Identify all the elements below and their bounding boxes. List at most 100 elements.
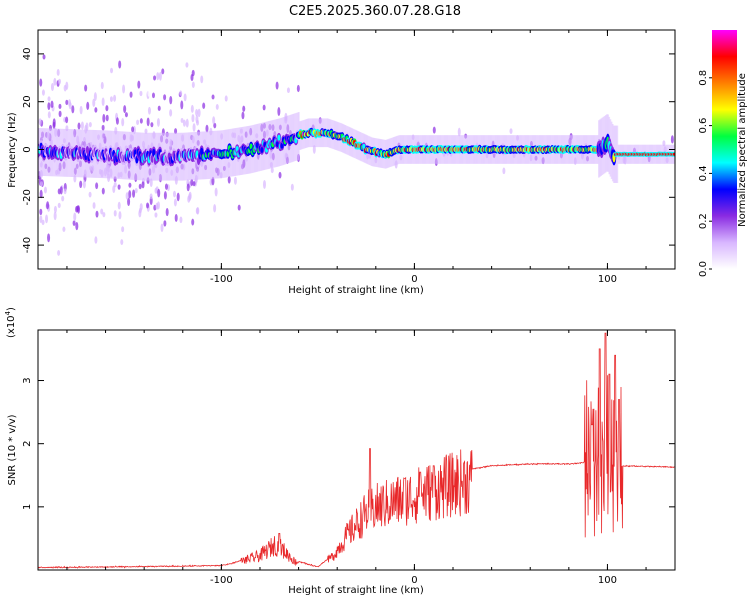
spectrogram-noise-cell	[161, 68, 165, 75]
spectrogram-noise-cell	[185, 62, 189, 68]
colorbar-tick-label: 0.6	[698, 118, 709, 134]
spectrogram-noise-cell	[47, 102, 51, 110]
spectrogram-noise-cell	[128, 190, 132, 199]
spectrogram-noise-cell	[165, 208, 169, 217]
spectrogram-noise-cell	[278, 171, 282, 179]
snr-ticks: -100 0 100 1 2 3	[22, 330, 675, 586]
spectrogram-noise-cell	[156, 72, 160, 81]
spectrogram-noise-cell	[457, 127, 461, 137]
spectrogram-noise-cell	[39, 208, 43, 216]
spectrogram-noise-cell	[113, 210, 117, 217]
spectrogram-noise-cell	[118, 211, 122, 220]
spectrogram-noise-cell	[153, 75, 157, 81]
snr-ylabel: SNR (10 * v/v)	[7, 414, 18, 485]
spectrogram-noise-cell	[176, 192, 180, 202]
spectrogram-noise-cell	[160, 223, 164, 233]
snr-frame	[37, 329, 676, 571]
colorbar-tick-label: 0.2	[698, 213, 709, 229]
spectrogram-noise-cell	[157, 188, 161, 198]
spectrogram-noise-cell	[47, 233, 51, 243]
spectrogram-noise-cell	[39, 215, 43, 223]
spectrogram-noise-cell	[195, 207, 199, 215]
spectrogram-noise-cell	[224, 95, 228, 102]
spectrogram-noise-cell	[101, 187, 105, 195]
spectrogram-noise-cell	[136, 119, 140, 126]
spectrogram-noise-cell	[71, 105, 75, 114]
spectrogram-noise-cell	[73, 212, 77, 222]
spectrogram-noise-cell	[105, 114, 109, 122]
spectrogram-noise-cell	[113, 181, 117, 188]
spectrogram-noise-cell	[52, 60, 56, 68]
spectrogram-noise-cell	[117, 184, 121, 190]
spectrogram-noise-cell	[169, 95, 173, 105]
spectrogram-noise-cell	[82, 180, 86, 189]
spectrogram-noise-cell	[195, 108, 199, 117]
spectrogram-noise-cell	[180, 117, 184, 124]
spectrogram-noise-cell	[102, 211, 106, 218]
spectrogram-noise-cell	[124, 112, 128, 118]
spectrogram-noise-cell	[137, 80, 141, 89]
spectrogram-noise-cell	[41, 89, 45, 96]
spectrogram-noise-cell	[39, 189, 43, 199]
spectrogram-signal-cell	[277, 134, 281, 141]
snr-scale-suffix: )	[6, 307, 17, 311]
snr-xtick-label: 100	[598, 575, 617, 586]
snr-plot-area	[38, 330, 675, 570]
spectrogram-noise-cell	[242, 105, 246, 112]
spectrogram-noise-cell	[43, 186, 47, 194]
spectrogram-noise-cell	[47, 111, 51, 119]
spectrogram-noise-cell	[169, 109, 173, 117]
spectrogram-noise-cell	[50, 100, 54, 109]
spectrogram-noise-cell	[152, 197, 156, 204]
spectrogram-noise-cell	[191, 218, 195, 226]
spectrogram-noise-cell	[141, 181, 145, 189]
snr-xlabel: Height of straight line (km)	[288, 585, 424, 596]
spectrogram-noise-cell	[77, 205, 81, 214]
snr-scale-exp: 4	[4, 310, 12, 315]
spectrogram-noise-cell	[131, 126, 135, 133]
spectrogram-noise-cell	[112, 185, 116, 193]
spectrogram-noise-cell	[88, 191, 92, 198]
spectrogram-noise-cell	[147, 106, 151, 115]
chart-title: C2E5.2025.360.07.28.G18	[289, 4, 461, 19]
spectrogram-noise-cell	[50, 82, 54, 92]
spectrogram-noise-cell	[65, 116, 69, 124]
spectrogram-noise-cell	[179, 90, 183, 96]
spectrogram-noise-cell	[270, 167, 274, 174]
spectrogram-noise-cell	[197, 108, 201, 118]
snr-xtick-label: -100	[210, 575, 233, 586]
spectrogram-noise-cell	[164, 183, 168, 190]
spectrogram-noise-cell	[41, 219, 45, 226]
spectrogram-noise-cell	[57, 188, 61, 195]
spectrogram-noise-cell	[129, 91, 133, 98]
spectrogram-noise-cell	[72, 220, 76, 226]
spectrogram-xtick-label: 0	[411, 274, 417, 285]
spectrogram-noise-cell	[233, 176, 237, 185]
spectrogram-noise-cell	[92, 98, 96, 107]
colorbar-gradient	[712, 30, 737, 269]
spectrogram-noise-cell	[77, 122, 81, 130]
spectrogram-noise-cell	[211, 176, 215, 186]
spectrogram-marks	[38, 54, 675, 256]
spectrogram-ytick-label: -40	[22, 237, 33, 253]
spectrogram-noise-cell	[191, 114, 195, 123]
spectrogram-noise-cell	[100, 81, 104, 90]
colorbar: 0.0 0.2 0.4 0.6 0.8 Normalized spectral ampl…	[698, 30, 748, 277]
spectrogram-noise-cell	[196, 119, 200, 126]
spectrogram-noise-cell	[94, 236, 98, 244]
spectrogram-noise-cell	[102, 113, 106, 123]
spectrogram-noise-cell	[185, 118, 189, 128]
spectrogram-noise-cell	[132, 189, 136, 198]
spectrogram-noise-cell	[121, 117, 125, 127]
snr-series-line	[38, 332, 675, 569]
spectrogram-noise-cell	[80, 121, 84, 130]
spectrogram-ytick-label: 20	[22, 95, 33, 108]
spectrogram-noise-cell	[163, 94, 167, 101]
spectrogram-noise-cell	[187, 195, 191, 203]
spectrogram-noise-cell	[45, 214, 49, 224]
spectrogram-noise-cell	[92, 202, 96, 209]
spectrogram-noise-cell	[115, 117, 119, 125]
spectrogram-noise-cell	[62, 226, 66, 232]
spectrogram-ytick-label: -20	[22, 189, 33, 205]
colorbar-tick-label: 0.0	[698, 261, 709, 277]
